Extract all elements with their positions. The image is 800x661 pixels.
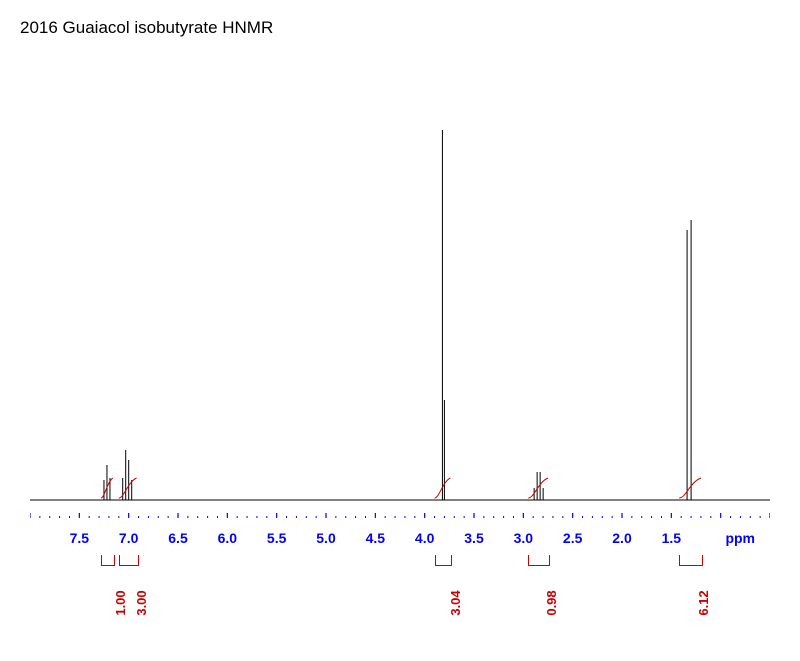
integration-labels: 1.00 3.00 3.04 0.98 6.12 bbox=[30, 555, 770, 625]
integration-value: 1.00 bbox=[113, 590, 128, 615]
integration-value: 6.12 bbox=[696, 590, 711, 615]
integration-bracket bbox=[119, 555, 139, 566]
x-tick-label: 2.5 bbox=[563, 530, 582, 546]
integration-bracket bbox=[528, 555, 550, 566]
x-tick-label: 3.5 bbox=[464, 530, 483, 546]
integration-bracket bbox=[679, 555, 703, 566]
x-axis-unit: ppm bbox=[725, 530, 755, 546]
x-tick-label: 5.5 bbox=[267, 530, 286, 546]
integration-bracket bbox=[101, 555, 115, 566]
integration-value: 3.00 bbox=[134, 590, 149, 615]
integration-bracket bbox=[435, 555, 453, 566]
x-tick-label: 3.0 bbox=[514, 530, 533, 546]
x-tick-label: 7.5 bbox=[70, 530, 89, 546]
x-tick-label: 6.0 bbox=[218, 530, 237, 546]
x-tick-label: 1.5 bbox=[662, 530, 681, 546]
nmr-spectrum bbox=[30, 60, 770, 520]
x-tick-label: 2.0 bbox=[612, 530, 631, 546]
x-tick-label: 5.0 bbox=[316, 530, 335, 546]
x-tick-label: 4.0 bbox=[415, 530, 434, 546]
integration-value: 3.04 bbox=[448, 590, 463, 615]
integration-value: 0.98 bbox=[544, 590, 559, 615]
x-axis-labels: 7.5 7.0 6.5 6.0 5.5 5.0 4.5 4.0 3.5 3.0 2.5 2.0 1.5 p… bbox=[30, 530, 770, 550]
x-tick-label: 7.0 bbox=[119, 530, 138, 546]
chart-title: 2016 Guaiacol isobutyrate HNMR bbox=[20, 18, 273, 38]
x-tick-label: 6.5 bbox=[168, 530, 187, 546]
x-tick-label: 4.5 bbox=[366, 530, 385, 546]
